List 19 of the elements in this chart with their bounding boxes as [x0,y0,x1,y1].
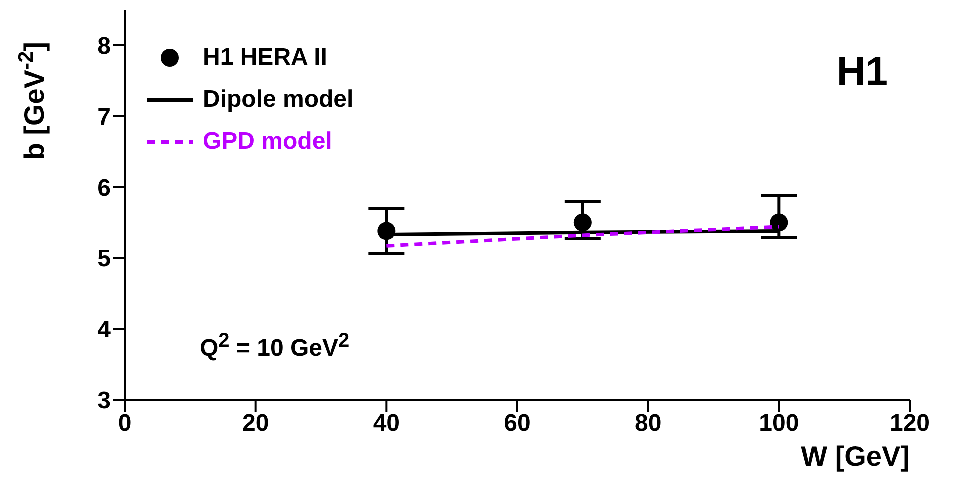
legend-label: H1 HERA II [203,44,328,72]
legend-label: Dipole model [203,86,354,114]
y-tick-label: 4 [98,316,112,344]
legend-label: GPD model [203,128,332,156]
x-tick-label: 80 [634,410,662,438]
x-tick-label: 0 [118,410,132,438]
y-tick-label: 5 [98,246,111,273]
y-tick-label: 6 [98,174,111,202]
x-tick-label: 120 [890,410,930,438]
x-tick-label: 40 [373,410,400,438]
x-axis-title: W [GeV] [801,441,910,472]
y-tick-label: 7 [98,104,111,131]
x-tick-label: 100 [759,410,800,438]
y-tick-label: 3 [98,388,111,415]
annotation: H1 [836,50,888,95]
x-tick-label: 20 [242,410,270,438]
x-tick-label: 60 [504,410,531,438]
y-tick-label: 8 [98,32,111,60]
annotation: Q$^{2}$ = 10 GeV$^{2}$ [200,330,350,363]
